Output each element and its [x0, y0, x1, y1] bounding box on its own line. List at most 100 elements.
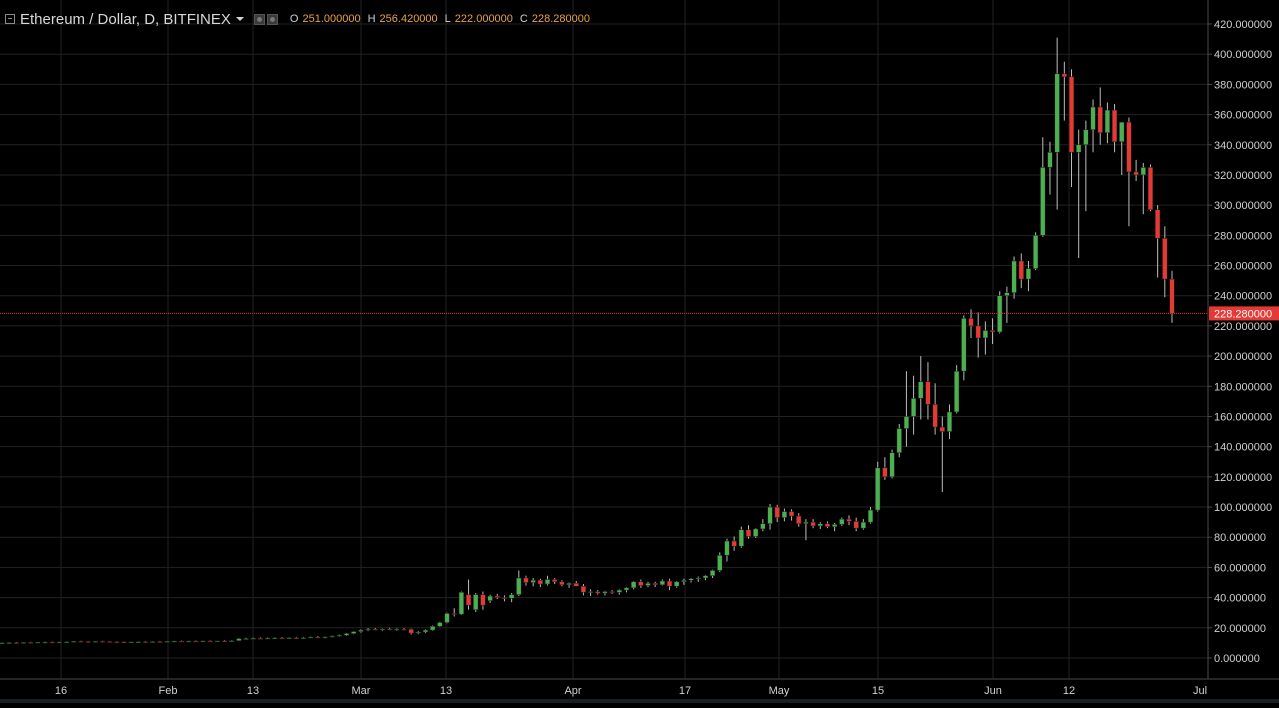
candle[interactable] [465, 579, 472, 610]
candle[interactable] [882, 457, 888, 480]
candle[interactable] [394, 628, 400, 631]
candle[interactable] [293, 636, 299, 640]
candle[interactable] [264, 637, 271, 640]
candle[interactable] [329, 635, 335, 638]
candle[interactable] [401, 628, 407, 631]
candle[interactable] [688, 577, 694, 583]
candle[interactable] [71, 640, 77, 643]
candle[interactable] [1011, 256, 1017, 299]
candle[interactable] [35, 641, 41, 644]
candle[interactable] [523, 575, 529, 586]
candle[interactable] [78, 640, 84, 643]
candle[interactable] [559, 580, 565, 587]
candle[interactable] [903, 371, 910, 447]
candle[interactable] [946, 404, 953, 440]
candle[interactable] [236, 638, 242, 642]
candle[interactable] [336, 634, 342, 637]
candle[interactable] [573, 581, 579, 587]
candle[interactable] [214, 640, 220, 643]
candle[interactable] [1047, 141, 1053, 195]
candle[interactable] [1040, 137, 1046, 237]
chevron-down-icon[interactable] [235, 17, 244, 21]
candle[interactable] [487, 594, 493, 603]
candle[interactable] [1090, 99, 1096, 153]
candle[interactable] [717, 552, 723, 572]
candle[interactable] [932, 383, 938, 435]
candle[interactable] [1018, 253, 1024, 289]
candle[interactable] [1076, 129, 1082, 258]
candle[interactable] [1061, 61, 1067, 121]
candle[interactable] [774, 504, 780, 523]
candle[interactable] [731, 536, 737, 551]
candle[interactable] [444, 612, 450, 624]
candle[interactable] [372, 628, 378, 631]
candle[interactable] [659, 579, 665, 586]
candle[interactable] [99, 640, 106, 643]
candle[interactable] [1140, 162, 1146, 215]
candle[interactable] [982, 321, 988, 355]
candle[interactable] [645, 581, 651, 588]
candle[interactable] [724, 538, 730, 562]
candle[interactable] [28, 641, 34, 644]
candle[interactable] [810, 519, 816, 529]
candle[interactable] [753, 528, 759, 538]
candle[interactable] [1155, 205, 1161, 278]
candle[interactable] [0, 642, 5, 645]
candle[interactable] [516, 570, 522, 597]
candle[interactable] [221, 640, 228, 643]
candle[interactable] [803, 519, 809, 541]
candle[interactable] [1097, 87, 1103, 145]
candle[interactable] [1068, 69, 1075, 188]
candle[interactable] [580, 584, 587, 596]
candle[interactable] [910, 375, 917, 435]
candle[interactable] [501, 595, 508, 602]
candle[interactable] [1111, 104, 1118, 153]
candle[interactable] [415, 631, 421, 635]
candle[interactable] [896, 424, 902, 458]
candle[interactable] [1033, 232, 1039, 271]
candle[interactable] [975, 312, 981, 358]
candle[interactable] [20, 642, 27, 644]
candle[interactable] [171, 640, 177, 643]
candle[interactable] [1025, 260, 1032, 292]
candle[interactable] [1004, 286, 1010, 323]
candle[interactable] [530, 577, 536, 587]
candle[interactable] [509, 593, 515, 603]
candle[interactable] [300, 637, 307, 639]
eye-icon[interactable] [253, 13, 265, 25]
candle[interactable] [157, 640, 163, 643]
candle[interactable] [365, 628, 371, 632]
candle[interactable] [695, 576, 701, 582]
candle[interactable] [1147, 164, 1154, 212]
candle[interactable] [702, 574, 709, 581]
candle[interactable] [1126, 117, 1132, 227]
candle[interactable] [652, 581, 658, 588]
candle[interactable] [272, 637, 278, 640]
gear-icon[interactable] [266, 13, 278, 25]
candle[interactable] [250, 637, 256, 640]
candle[interactable] [595, 590, 601, 595]
candle[interactable] [343, 633, 350, 636]
candle[interactable] [114, 641, 120, 644]
candle[interactable] [150, 641, 156, 643]
candle[interactable] [674, 581, 680, 588]
candle[interactable] [480, 591, 486, 610]
candle[interactable] [839, 517, 845, 526]
candle[interactable] [666, 578, 673, 591]
candle[interactable] [430, 625, 436, 631]
candle[interactable] [200, 640, 206, 643]
candle[interactable] [207, 640, 213, 643]
candle[interactable] [308, 636, 314, 639]
candle[interactable] [279, 637, 285, 640]
candle[interactable] [616, 589, 622, 595]
candle[interactable] [56, 641, 63, 644]
candle[interactable] [709, 569, 716, 578]
candle[interactable] [609, 590, 615, 594]
candle[interactable] [997, 291, 1003, 334]
candle[interactable] [537, 578, 543, 588]
candle[interactable] [494, 593, 500, 600]
candle[interactable] [867, 507, 874, 524]
candle[interactable] [1054, 37, 1060, 210]
candle[interactable] [623, 587, 630, 593]
candle[interactable] [961, 315, 967, 381]
